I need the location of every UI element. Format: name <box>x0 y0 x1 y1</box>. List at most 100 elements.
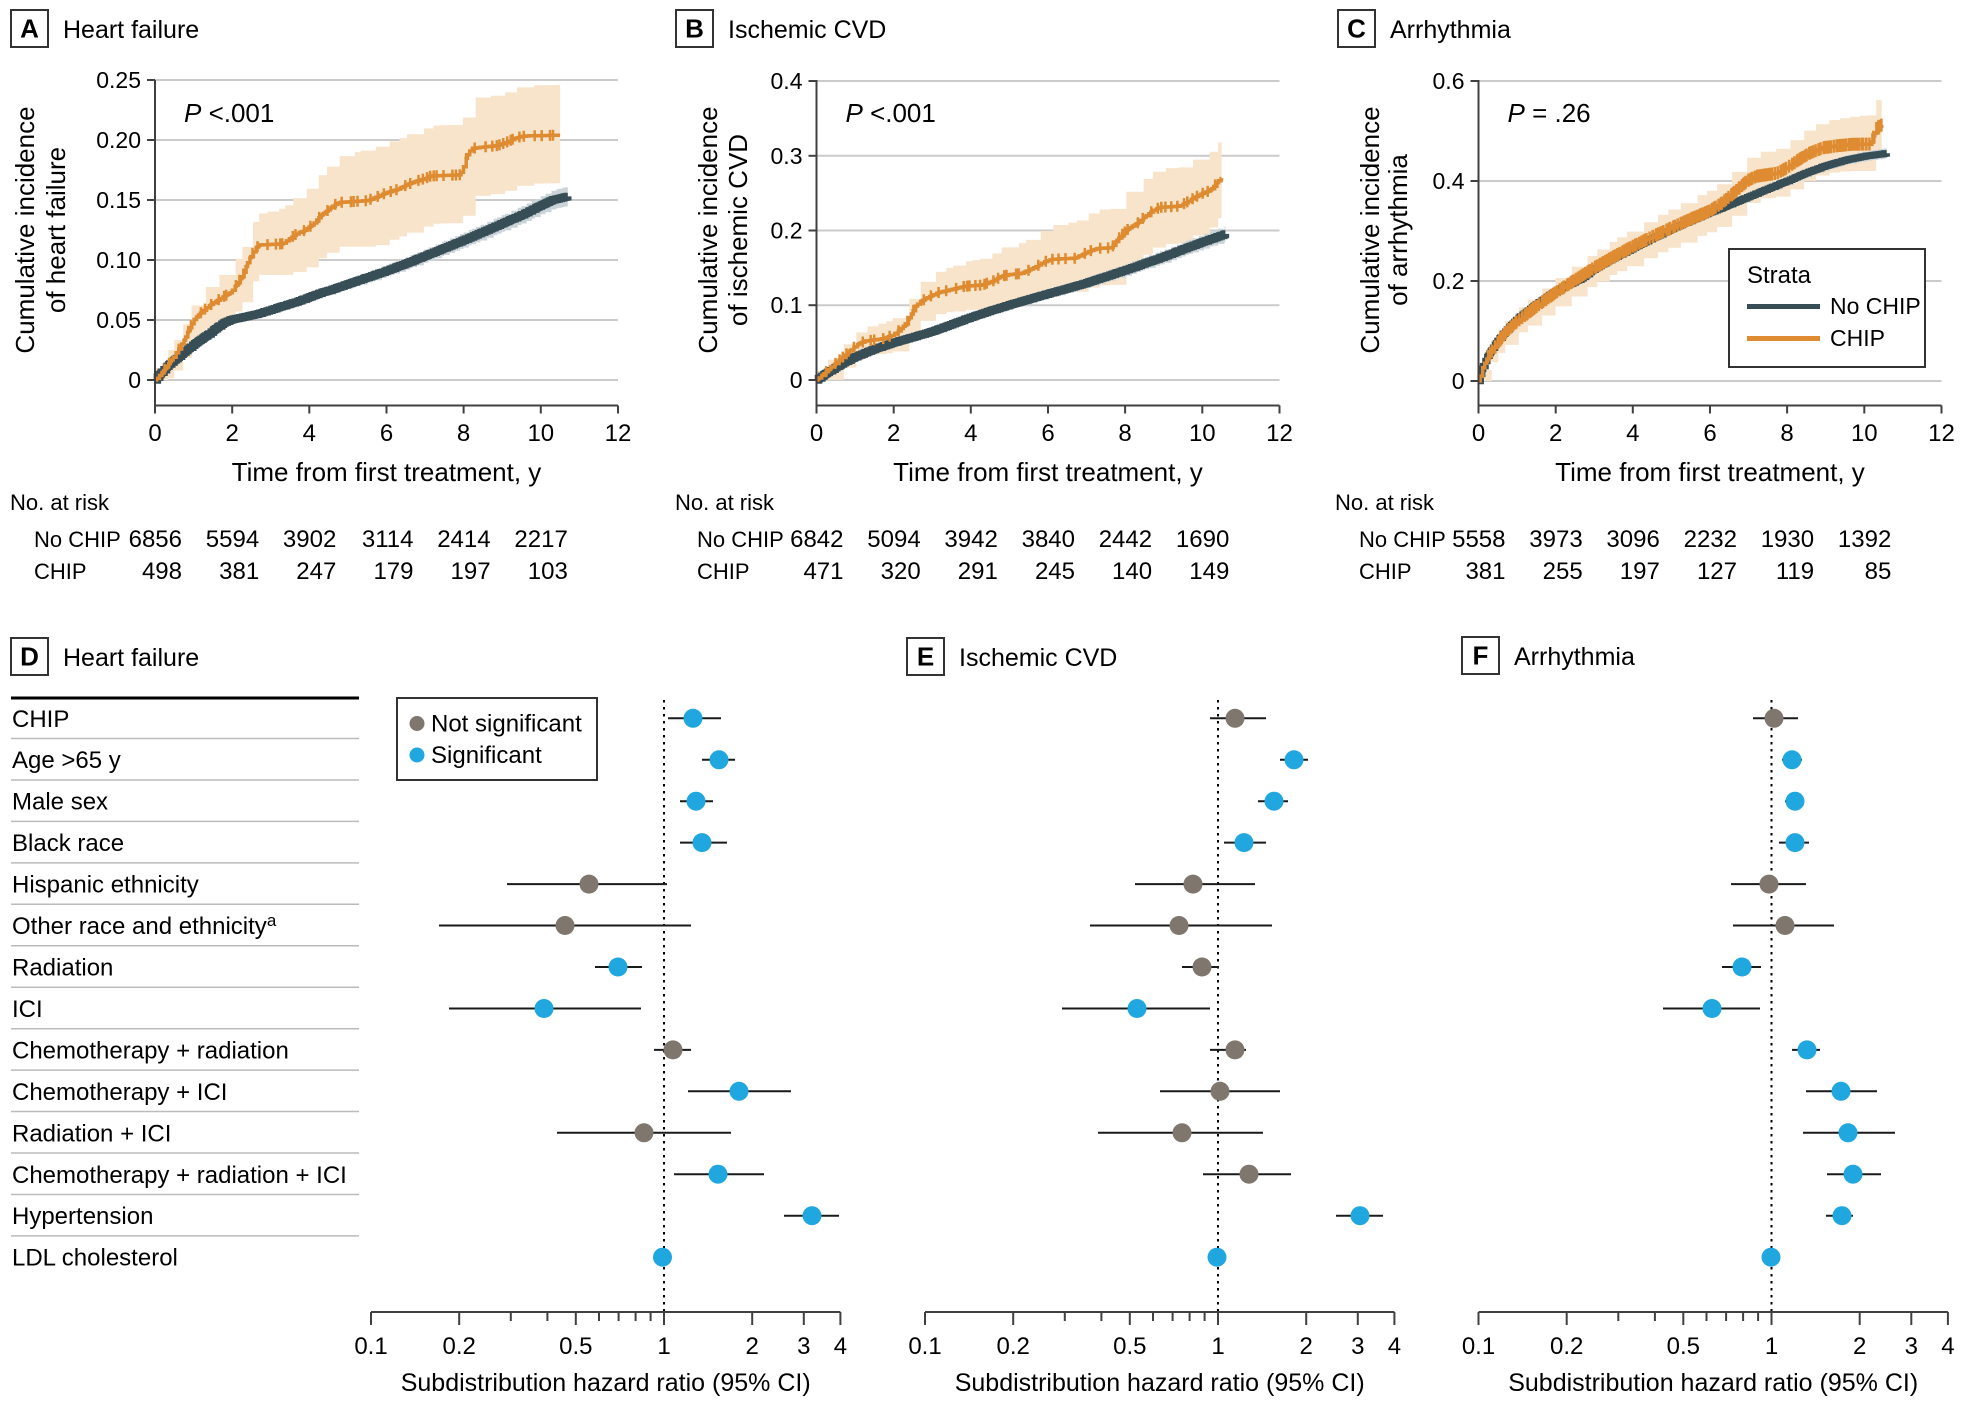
svg-text:Subdistribution hazard ratio (: Subdistribution hazard ratio (95% CI) <box>955 1369 1365 1397</box>
svg-text:Chemotherapy + radiation: Chemotherapy + radiation <box>12 1037 289 1064</box>
svg-text:A: A <box>20 14 39 44</box>
svg-text:5558: 5558 <box>1452 526 1505 553</box>
svg-text:Arrhythmia: Arrhythmia <box>1390 16 1511 44</box>
svg-text:Subdistribution hazard ratio (: Subdistribution hazard ratio (95% CI) <box>1508 1369 1918 1397</box>
svg-text:of ischemic CVD: of ischemic CVD <box>723 134 753 326</box>
svg-text:No. at risk: No. at risk <box>10 490 110 515</box>
svg-text:0.1: 0.1 <box>1462 1333 1495 1360</box>
svg-text:4: 4 <box>1941 1333 1954 1360</box>
svg-text:Heart failure: Heart failure <box>63 644 199 672</box>
svg-text:5594: 5594 <box>206 526 259 553</box>
svg-text:471: 471 <box>803 558 843 585</box>
svg-text:Age >65 y: Age >65 y <box>12 747 121 774</box>
svg-text:0.2: 0.2 <box>1433 268 1465 294</box>
svg-text:0: 0 <box>790 367 803 393</box>
svg-text:8: 8 <box>457 420 470 447</box>
svg-text:197: 197 <box>451 558 491 585</box>
svg-text:498: 498 <box>142 558 182 585</box>
svg-text:8: 8 <box>1118 420 1131 447</box>
svg-text:Cumulative incidence: Cumulative incidence <box>10 106 40 353</box>
svg-text:0.3: 0.3 <box>771 143 803 169</box>
svg-text:Time from first treatment, y: Time from first treatment, y <box>1555 457 1865 487</box>
svg-text:0.25: 0.25 <box>96 67 141 93</box>
svg-text:Ischemic CVD: Ischemic CVD <box>728 16 886 44</box>
svg-text:Significant: Significant <box>431 742 542 769</box>
svg-text:2217: 2217 <box>514 526 567 553</box>
svg-text:381: 381 <box>219 558 259 585</box>
svg-text:119: 119 <box>1776 558 1814 585</box>
svg-text:3096: 3096 <box>1606 526 1659 553</box>
svg-text:4: 4 <box>1388 1333 1401 1360</box>
svg-text:0.5: 0.5 <box>1113 1333 1146 1360</box>
svg-text:0.1: 0.1 <box>771 292 803 318</box>
svg-text:1392: 1392 <box>1838 526 1891 553</box>
svg-text:CHIP: CHIP <box>1359 559 1412 584</box>
svg-text:Time from first treatment, y: Time from first treatment, y <box>232 457 542 487</box>
svg-text:10: 10 <box>1189 420 1216 447</box>
svg-text:8: 8 <box>1780 420 1793 447</box>
svg-text:Arrhythmia: Arrhythmia <box>1514 643 1635 671</box>
svg-text:0.1: 0.1 <box>908 1333 941 1360</box>
svg-text:85: 85 <box>1865 558 1892 585</box>
svg-text:0.4: 0.4 <box>1433 168 1465 194</box>
svg-text:3: 3 <box>1905 1333 1918 1360</box>
svg-text:2: 2 <box>226 420 239 447</box>
svg-text:0.15: 0.15 <box>96 187 141 213</box>
svg-text:0.5: 0.5 <box>559 1333 592 1360</box>
svg-text:0: 0 <box>810 420 823 447</box>
svg-text:Not significant: Not significant <box>431 711 582 738</box>
svg-text:2: 2 <box>1549 420 1562 447</box>
svg-text:CHIP: CHIP <box>34 559 87 584</box>
svg-text:0.2: 0.2 <box>1550 1333 1583 1360</box>
svg-text:0.5: 0.5 <box>1667 1333 1700 1360</box>
svg-text:of arrhythmia: of arrhythmia <box>1383 154 1413 306</box>
svg-text:4: 4 <box>964 420 977 447</box>
svg-text:10: 10 <box>1851 420 1878 447</box>
svg-text:Subdistribution hazard ratio (: Subdistribution hazard ratio (95% CI) <box>401 1369 811 1397</box>
svg-text:0: 0 <box>1472 420 1485 447</box>
svg-text:B: B <box>685 14 704 44</box>
svg-text:No CHIP: No CHIP <box>1830 293 1921 319</box>
svg-text:12: 12 <box>605 420 632 447</box>
svg-text:2442: 2442 <box>1099 526 1152 553</box>
svg-text:No. at risk: No. at risk <box>1335 490 1435 515</box>
svg-text:2232: 2232 <box>1684 526 1737 553</box>
svg-text:3973: 3973 <box>1529 526 1582 553</box>
svg-text:3: 3 <box>1351 1333 1364 1360</box>
svg-text:No. at risk: No. at risk <box>675 490 775 515</box>
svg-text:4: 4 <box>1626 420 1639 447</box>
svg-text:0.05: 0.05 <box>96 307 141 333</box>
svg-text:Heart failure: Heart failure <box>63 16 199 44</box>
svg-text:6: 6 <box>1041 420 1054 447</box>
svg-text:2: 2 <box>1853 1333 1866 1360</box>
svg-text:Cumulative incidence: Cumulative incidence <box>1355 106 1385 353</box>
svg-text:6: 6 <box>380 420 393 447</box>
svg-text:F: F <box>1473 641 1489 671</box>
svg-text:3: 3 <box>797 1333 810 1360</box>
svg-text:255: 255 <box>1543 558 1583 585</box>
svg-text:197: 197 <box>1620 558 1660 585</box>
svg-text:2: 2 <box>1300 1333 1313 1360</box>
svg-text:No CHIP: No CHIP <box>34 527 121 552</box>
svg-text:4: 4 <box>834 1333 847 1360</box>
svg-text:6856: 6856 <box>129 526 182 553</box>
svg-text:C: C <box>1347 14 1366 44</box>
svg-text:6842: 6842 <box>790 526 843 553</box>
svg-text:10: 10 <box>527 420 554 447</box>
svg-text:149: 149 <box>1189 558 1229 585</box>
svg-text:Hypertension: Hypertension <box>12 1203 153 1230</box>
svg-text:3114: 3114 <box>362 526 414 553</box>
svg-text:6: 6 <box>1703 420 1716 447</box>
svg-text:Chemotherapy + ICI: Chemotherapy + ICI <box>12 1079 227 1106</box>
svg-text:1: 1 <box>1765 1333 1778 1360</box>
svg-text:Radiation: Radiation <box>12 955 113 982</box>
svg-text:Radiation + ICI: Radiation + ICI <box>12 1120 171 1147</box>
svg-text:0.2: 0.2 <box>443 1333 476 1360</box>
svg-text:CHIP: CHIP <box>12 706 69 733</box>
svg-text:0.2: 0.2 <box>997 1333 1030 1360</box>
svg-text:Strata: Strata <box>1747 262 1812 289</box>
svg-text:Chemotherapy + radiation + ICI: Chemotherapy + radiation + ICI <box>12 1162 347 1189</box>
svg-text:Hispanic ethnicity: Hispanic ethnicity <box>12 872 199 899</box>
svg-text:381: 381 <box>1465 558 1505 585</box>
svg-text:0: 0 <box>128 367 141 393</box>
